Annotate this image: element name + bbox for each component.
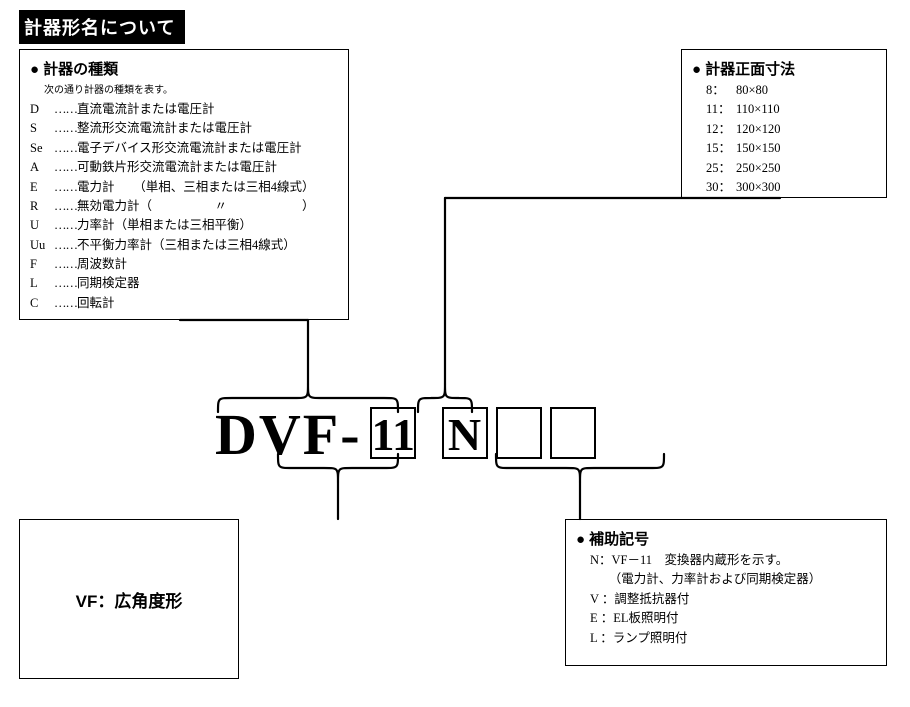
code-boxed-empty-2 [550, 407, 596, 459]
code-plain: DVF- [215, 406, 362, 464]
type-item-row: U……力率計（単相または三相平衡） [30, 216, 338, 235]
main-code: DVF- 11 N [215, 406, 596, 464]
aux-item-row: （電力計、力率計および同期検定器） [590, 570, 876, 589]
aux-item-row: E ：EL板照明付 [590, 609, 876, 628]
aux-item-row: L ：ランプ照明付 [590, 629, 876, 648]
type-item-row: Se……電子デバイス形交流電流計または電圧計 [30, 139, 338, 158]
type-item-row: D……直流電流計または電圧計 [30, 100, 338, 119]
type-box-title: 計器の種類 [30, 58, 338, 79]
type-item-row: A……可動鉄片形交流電流計または電圧計 [30, 158, 338, 177]
aux-item-row: N：VF－11 変換器内蔵形を示す。 [590, 551, 876, 570]
type-items-list: D……直流電流計または電圧計S……整流形交流電流計または電圧計Se……電子デバイ… [30, 100, 338, 313]
aux-item-row: V ：調整抵抗器付 [590, 590, 876, 609]
type-item-row: R……無効電力計（ 〃 ） [30, 197, 338, 216]
type-item-row: Uu……不平衡力率計（三相または三相4線式） [30, 236, 338, 255]
code-boxed-11: 11 [370, 407, 416, 459]
aux-box-title: 補助記号 [576, 528, 876, 549]
size-item-row: 8：80×80 [706, 81, 876, 100]
size-items-list: 8：80×8011：110×11012：120×12015：150×15025：… [706, 81, 876, 197]
aux-box: 補助記号 N：VF－11 変換器内蔵形を示す。 （電力計、力率計および同期検定器… [565, 519, 887, 666]
aux-items-list: N：VF－11 変換器内蔵形を示す。 （電力計、力率計および同期検定器）V ：調… [590, 551, 876, 648]
vf-text: VF：広角度形 [76, 587, 183, 612]
page: 計器形名について 計器の種類 次の通り計器の種類を表す。 D……直流電流計または… [0, 0, 910, 707]
type-item-row: S……整流形交流電流計または電圧計 [30, 119, 338, 138]
title-banner: 計器形名について [19, 10, 185, 44]
code-boxed-empty-1 [496, 407, 542, 459]
title-text: 計器形名について [24, 18, 175, 38]
code-boxed-n: N [442, 407, 488, 459]
type-item-row: F……周波数計 [30, 255, 338, 274]
size-item-row: 12：120×120 [706, 120, 876, 139]
size-box-title: 計器正面寸法 [692, 58, 876, 79]
size-item-row: 11：110×110 [706, 100, 876, 119]
type-box: 計器の種類 次の通り計器の種類を表す。 D……直流電流計または電圧計S……整流形… [19, 49, 349, 320]
vf-box: VF：広角度形 [19, 519, 239, 679]
size-box: 計器正面寸法 8：80×8011：110×11012：120×12015：150… [681, 49, 887, 198]
size-item-row: 25：250×250 [706, 159, 876, 178]
size-item-row: 15：150×150 [706, 139, 876, 158]
type-item-row: C……回転計 [30, 294, 338, 313]
type-item-row: E……電力計 （単相、三相または三相4線式） [30, 178, 338, 197]
type-box-subtitle: 次の通り計器の種類を表す。 [44, 81, 338, 96]
size-item-row: 30：300×300 [706, 178, 876, 197]
type-item-row: L……同期検定器 [30, 274, 338, 293]
